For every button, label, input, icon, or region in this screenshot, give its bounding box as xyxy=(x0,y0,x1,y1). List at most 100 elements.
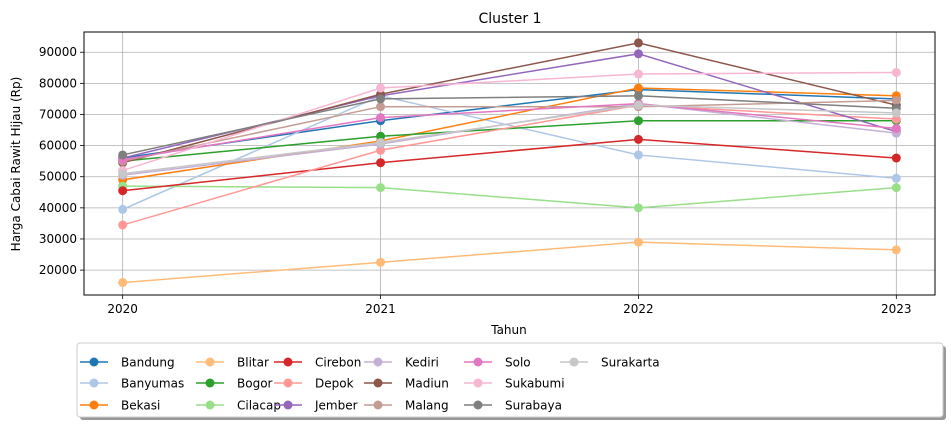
legend-label: Surabaya xyxy=(505,399,562,413)
legend-label: Kediri xyxy=(405,356,439,370)
legend-item-jember: Jember xyxy=(274,399,358,413)
legend-item-madiun: Madiun xyxy=(364,377,449,391)
y-axis-title: Harga Cabai Rawit Hijau (Rp) xyxy=(9,77,23,252)
data-point-banyumas xyxy=(633,150,643,160)
legend-item-solo: Solo xyxy=(464,356,531,370)
data-point-surabaya xyxy=(118,150,128,160)
legend-label: Solo xyxy=(505,356,531,370)
legend-marker xyxy=(89,400,99,410)
data-point-blitar xyxy=(891,245,901,255)
legend-label: Bandung xyxy=(121,356,175,370)
series-line-malang xyxy=(122,99,897,162)
legend-item-blitar: Blitar xyxy=(196,356,269,370)
legend-label: Cirebon xyxy=(315,356,361,370)
legend-label: Madiun xyxy=(405,377,449,391)
data-point-surakarta xyxy=(376,137,386,147)
legend-label: Banyumas xyxy=(121,377,184,391)
data-point-blitar xyxy=(633,237,643,247)
legend-item-depok: Depok xyxy=(274,377,354,391)
legend-marker xyxy=(473,400,483,410)
legend-label: Jember xyxy=(314,399,358,413)
y-tick-label: 70000 xyxy=(39,107,77,121)
data-point-cirebon xyxy=(118,186,128,196)
data-point-surakarta xyxy=(118,169,128,179)
legend-label: Surakarta xyxy=(601,356,660,370)
x-tick-label: 2020 xyxy=(107,302,138,316)
legend-label: Cilacap xyxy=(237,399,281,413)
x-tick-label: 2021 xyxy=(365,302,396,316)
legend: Bandung Banyumas Bekasi Blitar Bogor Cilacap C… xyxy=(76,342,946,420)
legend-item-malang: Malang xyxy=(364,399,449,413)
y-tick-label: 30000 xyxy=(39,232,77,246)
data-point-madiun xyxy=(633,38,643,48)
legend-marker xyxy=(473,378,483,388)
data-point-surakarta xyxy=(891,108,901,118)
legend-label: Bekasi xyxy=(121,399,160,413)
legend-marker xyxy=(89,357,99,367)
data-point-surabaya xyxy=(376,94,386,104)
x-axis-title: Tahun xyxy=(490,323,527,337)
x-tick-label: 2022 xyxy=(623,302,654,316)
data-point-depok xyxy=(891,114,901,124)
grid-lines xyxy=(84,32,935,295)
legend-item-cilacap: Cilacap xyxy=(196,399,281,413)
x-axis: 2020 2021 2022 2023 xyxy=(107,295,912,316)
data-point-banyumas xyxy=(891,173,901,183)
legend-marker xyxy=(205,400,215,410)
data-point-solo xyxy=(891,123,901,133)
legend-marker xyxy=(373,400,383,410)
legend-label: Sukabumi xyxy=(505,377,565,391)
y-tick-label: 60000 xyxy=(39,139,77,153)
data-point-surakarta xyxy=(633,100,643,110)
legend-item-bekasi: Bekasi xyxy=(80,399,160,413)
series-line-cirebon xyxy=(122,138,897,192)
series-line-jember xyxy=(122,53,897,159)
legend-marker xyxy=(283,378,293,388)
y-tick-label: 40000 xyxy=(39,201,77,215)
series-surakarta xyxy=(118,100,901,179)
legend-item-surabaya: Surabaya xyxy=(464,399,562,413)
legend-marker xyxy=(473,357,483,367)
series-line-blitar xyxy=(122,241,897,284)
data-point-sukabumi xyxy=(891,67,901,77)
data-point-cirebon xyxy=(891,153,901,163)
series-depok xyxy=(118,100,901,230)
data-point-depok xyxy=(376,145,386,155)
legend-item-kediri: Kediri xyxy=(364,356,439,370)
legend-marker xyxy=(373,378,383,388)
data-point-cilacap xyxy=(376,183,386,193)
legend-label: Blitar xyxy=(237,356,269,370)
data-point-banyumas xyxy=(118,204,128,214)
data-point-solo xyxy=(376,113,386,123)
y-tick-label: 50000 xyxy=(39,170,77,184)
series-layer xyxy=(118,38,901,288)
series-line-sukabumi xyxy=(122,71,897,172)
legend-marker xyxy=(205,378,215,388)
series-line-cilacap xyxy=(122,185,897,209)
series-blitar xyxy=(118,237,901,288)
series-cirebon xyxy=(118,134,901,196)
legend-item-sukabumi: Sukabumi xyxy=(464,377,565,391)
legend-marker xyxy=(569,357,579,367)
legend-item-banyumas: Banyumas xyxy=(80,377,184,391)
data-point-bogor xyxy=(633,116,643,126)
data-point-blitar xyxy=(118,278,128,288)
legend-marker xyxy=(283,400,293,410)
series-line-depok xyxy=(122,104,897,226)
plot-frame xyxy=(83,31,936,296)
data-point-malang xyxy=(891,95,901,105)
data-point-blitar xyxy=(376,257,386,267)
data-point-bekasi xyxy=(633,83,643,93)
series-line-solo xyxy=(122,102,897,161)
series-line-bogor xyxy=(122,119,897,162)
y-axis: 20000 30000 40000 50000 60000 70000 80000 90000 xyxy=(39,45,84,277)
legend-item-bogor: Bogor xyxy=(196,377,273,391)
legend-label: Depok xyxy=(315,377,354,391)
chart-title: Cluster 1 xyxy=(478,11,541,27)
data-point-surabaya xyxy=(633,91,643,101)
series-line-surakarta xyxy=(122,104,897,175)
data-point-cilacap xyxy=(891,183,901,193)
legend-label: Bogor xyxy=(237,377,273,391)
data-point-malang xyxy=(376,102,386,112)
legend-item-surakarta: Surakarta xyxy=(560,356,660,370)
